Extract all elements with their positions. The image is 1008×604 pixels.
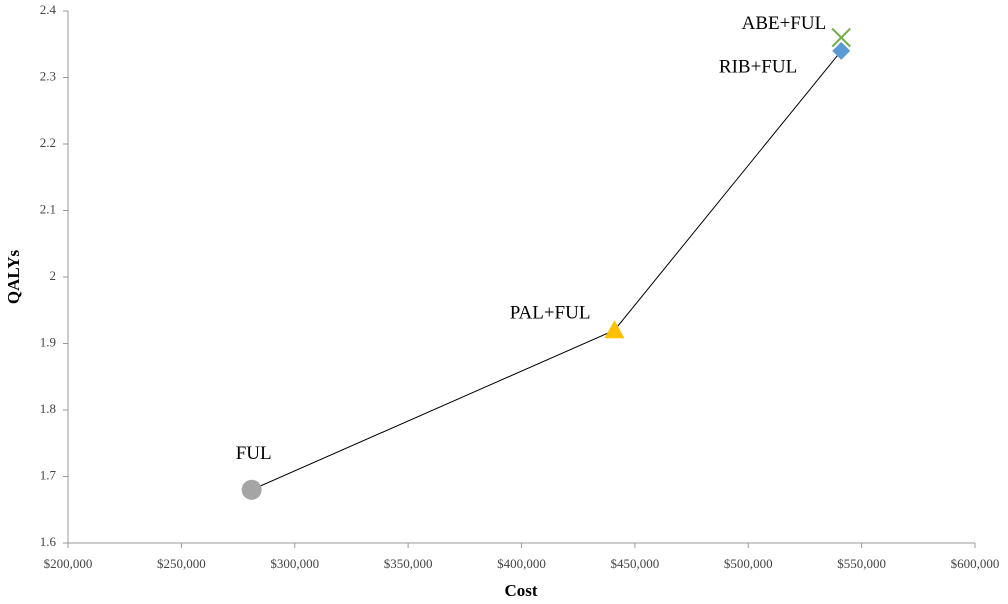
y-tick-label: 2 [50, 268, 57, 283]
x-tick-label: $250,000 [157, 556, 206, 571]
y-tick-label: 1.8 [40, 401, 56, 416]
frontier-line [251, 50, 842, 491]
y-tick-label: 2.2 [40, 135, 56, 150]
y-axis-title: QALYs [4, 250, 23, 305]
marker [604, 320, 625, 339]
x-tick-label: $350,000 [384, 556, 433, 571]
marker [241, 479, 262, 500]
x-tick-label: $600,000 [951, 556, 1000, 571]
marker [832, 41, 851, 60]
x-tick-label: $450,000 [611, 556, 660, 571]
point-label: PAL+FUL [510, 303, 591, 324]
y-tick-label: 1.7 [40, 467, 57, 482]
x-tick-label: $500,000 [724, 556, 773, 571]
x-tick-label: $300,000 [270, 556, 319, 571]
y-tick-label: 2.1 [40, 201, 56, 216]
y-tick-label: 1.6 [40, 534, 57, 549]
point-label: RIB+FUL [719, 56, 797, 77]
y-tick-label: 1.9 [40, 334, 56, 349]
x-tick-label: $200,000 [44, 556, 93, 571]
marker [831, 27, 851, 48]
y-tick-label: 2.3 [40, 68, 56, 83]
y-tick-label: 2.4 [40, 2, 57, 17]
x-tick-label: $550,000 [837, 556, 886, 571]
point-label: ABE+FUL [742, 13, 827, 34]
point-label: FUL [236, 443, 272, 464]
x-tick-label: $400,000 [497, 556, 546, 571]
x-axis-title: Cost [504, 581, 537, 600]
